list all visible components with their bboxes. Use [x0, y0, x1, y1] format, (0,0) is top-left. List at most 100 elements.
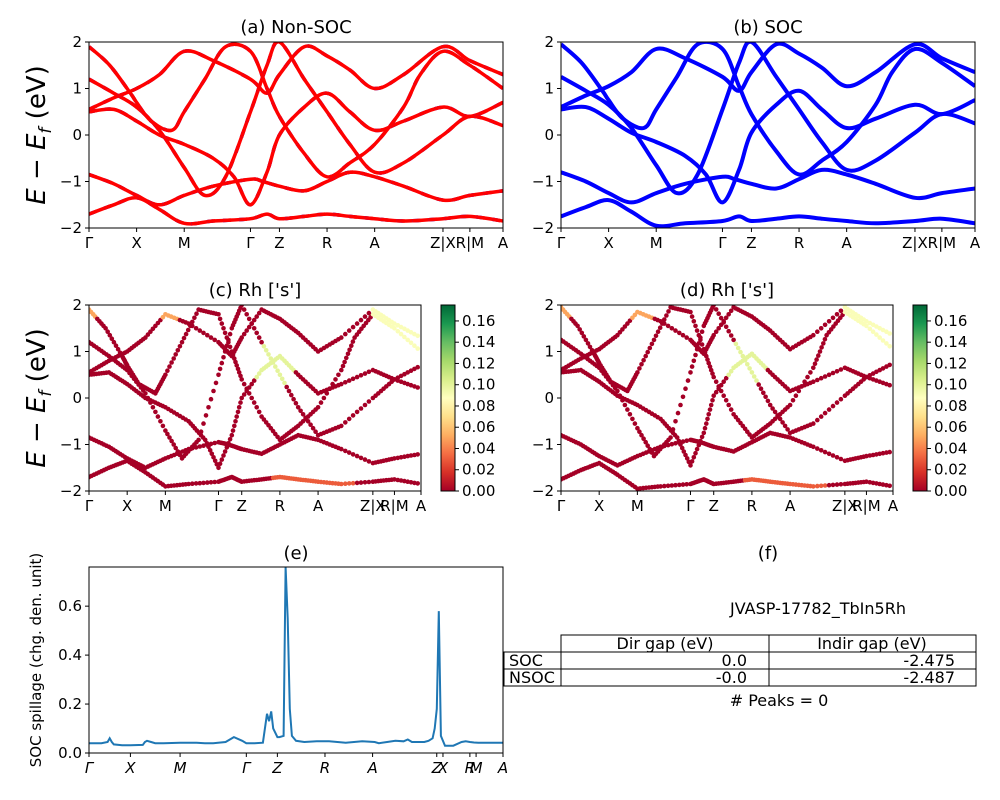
panel-c-point: [219, 321, 225, 326]
panel-c-point: [181, 335, 187, 341]
panel-c-point: [354, 374, 360, 380]
panel-d-point: [711, 393, 716, 399]
panel-d-point: [684, 482, 689, 487]
panel-c-point: [256, 409, 262, 415]
panel-d-point: [662, 317, 667, 322]
panel-d-point: [635, 425, 640, 431]
panel-c-point: [165, 431, 170, 437]
panel-a-ytick-label: −2: [60, 219, 82, 237]
panel-c-point: [362, 480, 368, 485]
panel-c-point: [346, 328, 352, 333]
panel-b-xtick-label: Z: [746, 234, 756, 252]
panel-c-point: [183, 331, 189, 337]
panel-d-point: [728, 308, 734, 314]
panel-d-point: [677, 482, 682, 488]
panel-c-point: [254, 314, 259, 319]
panel-d-point: [693, 323, 698, 329]
panel-d-point: [713, 389, 719, 395]
panel-d-point: [793, 393, 799, 399]
panel-c-point: [209, 451, 215, 457]
panel-d-point: [713, 307, 719, 312]
panel-c-point: [175, 348, 181, 353]
panel-c-point: [354, 453, 360, 459]
panel-c-ytick-label: 1: [72, 343, 82, 361]
panel-d-point: [726, 312, 731, 317]
panel-d-point: [880, 327, 886, 333]
panel-d-point: [696, 332, 702, 338]
panel-c-point: [350, 413, 356, 418]
panel-d-point: [647, 345, 653, 351]
panel-d-point: [726, 328, 731, 334]
panel-c-point: [103, 326, 108, 331]
panel-c-point: [366, 479, 372, 485]
panel-c-point: [354, 409, 360, 415]
panel-c-point: [405, 337, 411, 343]
panel-c-point: [207, 448, 213, 453]
panel-d-point: [637, 366, 642, 371]
panel-c-point: [308, 422, 313, 428]
panel-a-ytick-label: −1: [60, 173, 82, 191]
panel-c-point: [235, 366, 241, 372]
panel-a-xtick-label: Γ: [246, 234, 255, 252]
panel-a-band-line-overlay: [89, 42, 503, 198]
panel-d-point: [830, 315, 836, 321]
panel-d-point: [815, 446, 820, 451]
panel-d-point: [742, 357, 748, 363]
panel-c-point: [339, 446, 344, 452]
colorbar-d-tick-label: 0.06: [934, 418, 967, 436]
panel-d-point: [693, 352, 698, 358]
panel-c-point: [197, 444, 203, 449]
panel-d-point: [710, 371, 715, 376]
panel-c-point: [251, 326, 257, 331]
panel-d-point: [726, 402, 731, 408]
panel-c-point: [268, 356, 274, 361]
panel-d-point: [834, 482, 840, 487]
panel-e-ylabel: SOC spillage (chg. den. unit): [27, 553, 45, 768]
panel-c-point: [344, 355, 349, 361]
panel-d-point: [673, 441, 678, 446]
panel-c-point: [163, 428, 168, 433]
panel-c-point: [350, 480, 356, 486]
panel-c-xtick-label: Γ: [85, 497, 94, 515]
panel-c-point: [321, 395, 327, 401]
panel-c-point: [222, 449, 228, 454]
panel-c-point: [358, 406, 364, 411]
panel-c-point: [408, 453, 414, 458]
panel-d-point: [632, 421, 638, 426]
panel-d-point: [747, 366, 752, 371]
panel-c-point: [235, 409, 241, 415]
panel-d-point: [826, 482, 832, 488]
panel-c-xtick-label: R: [275, 497, 285, 515]
panel-c-point: [256, 310, 262, 316]
panel-c-point: [277, 372, 283, 378]
panel-c-point: [392, 477, 397, 482]
panel-c-point: [145, 395, 151, 401]
panel-c-point: [217, 316, 223, 322]
panel-a-ytick-label: 2: [72, 33, 82, 51]
panel-b-xtick-label: R|M: [928, 234, 956, 252]
panel-d-point: [826, 451, 832, 457]
panel-c-xtick-label: A: [313, 497, 324, 515]
panel-c-point: [227, 344, 233, 350]
panel-d-point: [581, 334, 587, 339]
panel-d-point: [874, 332, 879, 337]
panel-d-point: [723, 324, 729, 330]
panel-c-point: [193, 326, 199, 331]
panel-d-point: [716, 384, 721, 389]
panel-c-point: [208, 335, 214, 340]
panel-d-point: [830, 482, 836, 488]
panel-d-point: [701, 430, 707, 436]
panel-c-point: [107, 332, 113, 338]
panel-d-point: [864, 453, 869, 459]
panel-d-point: [767, 402, 773, 408]
panel-d-point: [699, 329, 705, 335]
panel-c-xtick-label: M: [159, 497, 172, 515]
panel-c-point: [216, 372, 221, 378]
panel-d-point: [579, 330, 585, 336]
panel-d-point: [655, 329, 661, 335]
panel-c-point: [201, 330, 206, 336]
panel-d-point: [679, 445, 685, 451]
panel-c-point: [197, 328, 203, 333]
panel-b-xtick-label: Γ: [718, 234, 727, 252]
panel-c-point: [236, 405, 242, 410]
